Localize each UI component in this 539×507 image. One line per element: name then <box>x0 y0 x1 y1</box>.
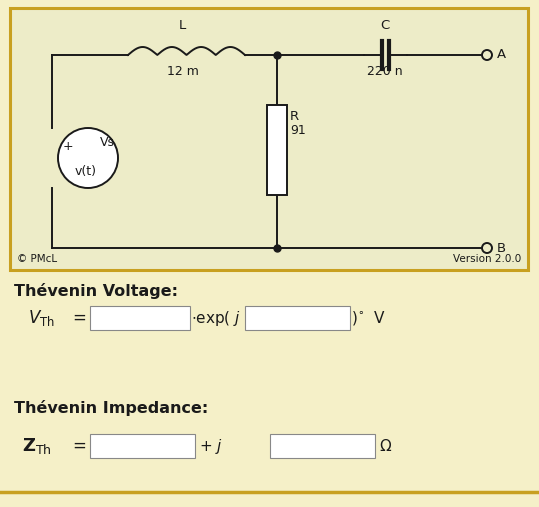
Circle shape <box>482 243 492 253</box>
Text: $\mathbf{Z}_{\rm{Th}}$: $\mathbf{Z}_{\rm{Th}}$ <box>22 436 52 456</box>
Text: $\cdot$exp( $j$: $\cdot$exp( $j$ <box>191 308 241 328</box>
FancyBboxPatch shape <box>90 306 190 330</box>
FancyBboxPatch shape <box>10 8 528 270</box>
Text: Thévenin Impedance:: Thévenin Impedance: <box>14 400 208 416</box>
Text: =: = <box>72 309 86 327</box>
Circle shape <box>482 50 492 60</box>
Text: $\it{V}$$_{\rm{Th}}$: $\it{V}$$_{\rm{Th}}$ <box>28 308 55 328</box>
Text: v(t): v(t) <box>75 165 97 178</box>
Text: +: + <box>63 139 73 153</box>
Text: 91: 91 <box>290 124 306 137</box>
Text: © PMcL: © PMcL <box>17 254 57 264</box>
Text: A: A <box>497 49 506 61</box>
Text: Version 2.0.0: Version 2.0.0 <box>453 254 521 264</box>
Text: Thévenin Voltage:: Thévenin Voltage: <box>14 283 178 299</box>
Text: L: L <box>179 19 186 32</box>
Text: + $j$: + $j$ <box>199 437 223 455</box>
Text: $\Omega$: $\Omega$ <box>379 438 392 454</box>
Text: =: = <box>72 437 86 455</box>
Text: Vs: Vs <box>100 135 115 149</box>
Text: 12 m: 12 m <box>167 65 198 78</box>
FancyBboxPatch shape <box>270 434 375 458</box>
Text: C: C <box>381 19 390 32</box>
Text: R: R <box>290 110 299 123</box>
Text: 220 n: 220 n <box>367 65 403 78</box>
Circle shape <box>58 128 118 188</box>
Text: )$^{\circ}$  V: )$^{\circ}$ V <box>351 309 386 327</box>
Text: B: B <box>497 241 506 255</box>
FancyBboxPatch shape <box>245 306 350 330</box>
FancyBboxPatch shape <box>267 105 287 195</box>
FancyBboxPatch shape <box>90 434 195 458</box>
